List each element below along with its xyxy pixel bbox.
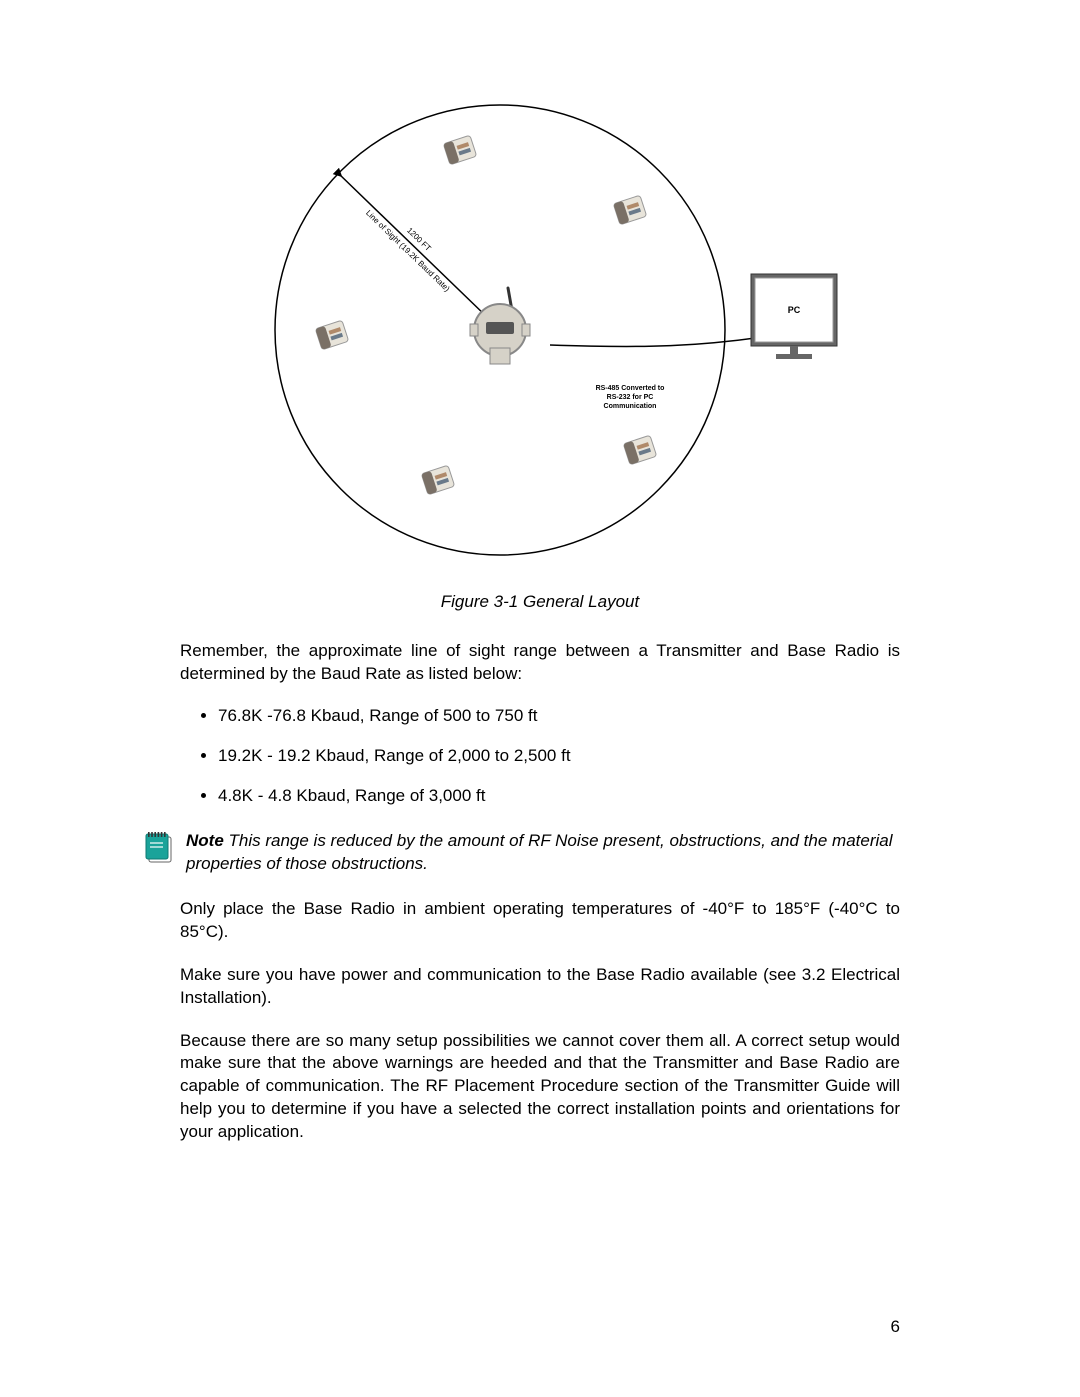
note-block: Note This range is reduced by the amount… xyxy=(144,830,900,876)
temperature-paragraph: Only place the Base Radio in ambient ope… xyxy=(180,898,900,944)
svg-text:Communication: Communication xyxy=(604,403,657,410)
note-label: Note xyxy=(186,831,224,850)
page-number: 6 xyxy=(891,1317,900,1337)
note-text: Note This range is reduced by the amount… xyxy=(186,830,900,876)
list-item: 19.2K - 19.2 Kbaud, Range of 2,000 to 2,… xyxy=(218,746,900,766)
setup-paragraph: Because there are so many setup possibil… xyxy=(180,1030,900,1145)
svg-text:PC: PC xyxy=(788,305,801,315)
svg-text:RS-485 Converted to: RS-485 Converted to xyxy=(596,385,665,392)
list-item: 76.8K -76.8 Kbaud, Range of 500 to 750 f… xyxy=(218,706,900,726)
note-body: This range is reduced by the amount of R… xyxy=(186,831,893,873)
document-page: RS-485 Converted to RS-232 for PC Communic… xyxy=(0,0,1080,1204)
svg-text:RS-232 for PC: RS-232 for PC xyxy=(607,394,654,401)
baud-rate-list: 76.8K -76.8 Kbaud, Range of 500 to 750 f… xyxy=(180,706,900,806)
intro-paragraph: Remember, the approximate line of sight … xyxy=(180,640,900,686)
figure-caption: Figure 3-1 General Layout xyxy=(180,592,900,612)
notepad-icon xyxy=(144,830,174,864)
general-layout-diagram: RS-485 Converted to RS-232 for PC Communic… xyxy=(240,80,840,580)
power-paragraph: Make sure you have power and communicati… xyxy=(180,964,900,1010)
list-item: 4.8K - 4.8 Kbaud, Range of 3,000 ft xyxy=(218,786,900,806)
